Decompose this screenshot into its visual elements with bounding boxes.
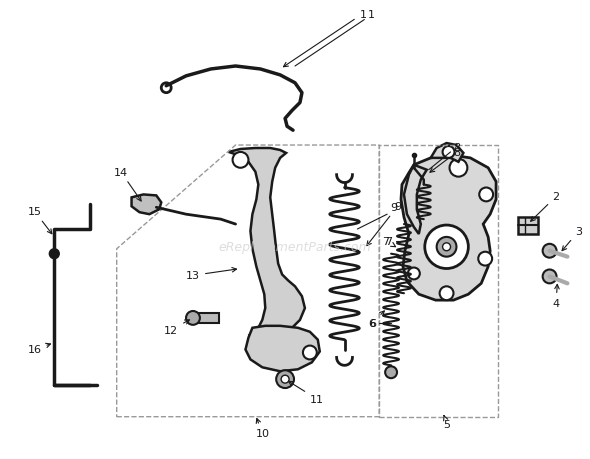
Circle shape — [478, 252, 492, 266]
Circle shape — [479, 188, 493, 202]
Polygon shape — [518, 218, 537, 235]
Text: 7: 7 — [382, 236, 395, 247]
Circle shape — [232, 152, 248, 168]
Text: 8: 8 — [453, 143, 460, 153]
Text: eReplacementParts.com: eReplacementParts.com — [219, 241, 371, 254]
Circle shape — [437, 237, 457, 257]
Polygon shape — [404, 165, 427, 235]
Circle shape — [303, 346, 317, 359]
Text: 6: 6 — [368, 318, 375, 328]
Text: 1: 1 — [283, 10, 366, 67]
Text: 4: 4 — [553, 285, 560, 308]
Text: 7: 7 — [385, 236, 393, 246]
Circle shape — [186, 311, 200, 325]
Circle shape — [450, 160, 467, 177]
Circle shape — [440, 287, 454, 301]
Text: 1: 1 — [368, 10, 375, 20]
Text: 15: 15 — [28, 207, 52, 234]
Circle shape — [543, 244, 556, 258]
Polygon shape — [431, 144, 463, 162]
Polygon shape — [245, 326, 320, 371]
Polygon shape — [401, 156, 496, 301]
Text: 16: 16 — [28, 343, 51, 355]
Circle shape — [442, 243, 451, 251]
Text: 11: 11 — [289, 381, 324, 404]
Circle shape — [281, 375, 289, 383]
Circle shape — [442, 147, 454, 158]
Text: 2: 2 — [530, 192, 560, 222]
Text: 10: 10 — [255, 419, 270, 438]
Circle shape — [385, 367, 397, 378]
Polygon shape — [132, 195, 161, 215]
Text: 6: 6 — [369, 311, 384, 328]
Circle shape — [425, 225, 468, 269]
Circle shape — [543, 270, 556, 284]
Circle shape — [408, 268, 420, 280]
Text: 5: 5 — [444, 416, 451, 429]
Text: 9: 9 — [367, 202, 401, 246]
Text: 3: 3 — [562, 226, 582, 251]
Circle shape — [50, 249, 59, 259]
Polygon shape — [229, 149, 305, 338]
Text: 8: 8 — [430, 148, 461, 173]
Bar — [191, 313, 219, 323]
Text: 14: 14 — [114, 167, 141, 202]
Circle shape — [276, 370, 294, 388]
Text: 9: 9 — [391, 203, 398, 213]
Text: 13: 13 — [186, 268, 237, 281]
Text: 12: 12 — [164, 320, 189, 335]
